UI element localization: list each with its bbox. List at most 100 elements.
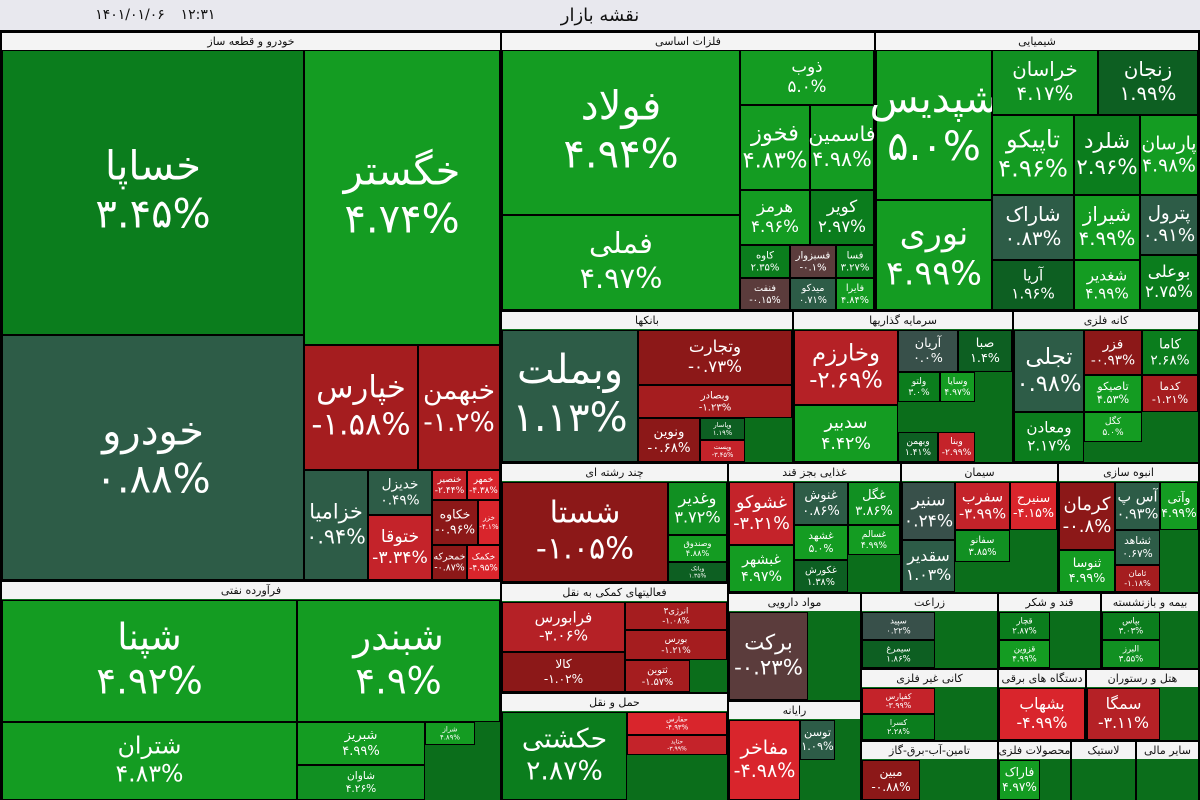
stock-tile[interactable] — [1074, 115, 1140, 195]
stock-tile[interactable] — [502, 330, 638, 462]
stock-tile[interactable] — [467, 470, 500, 500]
stock-tile[interactable] — [1142, 330, 1198, 375]
stock-tile[interactable] — [794, 482, 848, 525]
stock-tile[interactable] — [625, 630, 727, 660]
stock-tile[interactable] — [955, 530, 1010, 562]
stock-tile[interactable] — [1059, 550, 1115, 592]
stock-tile[interactable] — [368, 470, 432, 515]
stock-tile[interactable] — [638, 330, 792, 385]
stock-tile[interactable] — [794, 525, 848, 560]
stock-tile[interactable] — [502, 712, 627, 800]
stock-tile[interactable] — [1084, 412, 1142, 442]
stock-tile[interactable] — [898, 432, 938, 462]
stock-tile[interactable] — [999, 688, 1085, 740]
stock-tile[interactable] — [297, 600, 500, 722]
stock-tile[interactable] — [836, 278, 874, 310]
stock-tile[interactable] — [700, 418, 745, 440]
stock-tile[interactable] — [432, 470, 467, 500]
stock-tile[interactable] — [2, 722, 297, 800]
stock-tile[interactable] — [668, 535, 727, 562]
stock-tile[interactable] — [848, 482, 900, 525]
stock-tile[interactable] — [1074, 260, 1140, 310]
stock-tile[interactable] — [992, 260, 1074, 310]
stock-tile[interactable] — [790, 245, 836, 278]
stock-tile[interactable] — [862, 640, 935, 668]
stock-tile[interactable] — [1115, 482, 1160, 530]
stock-tile[interactable] — [800, 720, 835, 760]
stock-tile[interactable] — [810, 190, 874, 245]
stock-tile[interactable] — [1102, 612, 1160, 640]
stock-tile[interactable] — [729, 545, 794, 592]
stock-tile[interactable] — [740, 190, 810, 245]
stock-tile[interactable] — [848, 525, 900, 555]
stock-tile[interactable] — [740, 245, 790, 278]
stock-tile[interactable] — [1014, 412, 1084, 462]
stock-tile[interactable] — [627, 735, 727, 755]
stock-tile[interactable] — [2, 600, 297, 722]
stock-tile[interactable] — [668, 482, 727, 535]
stock-tile[interactable] — [862, 760, 920, 800]
stock-tile[interactable] — [502, 602, 625, 652]
stock-tile[interactable] — [1074, 195, 1140, 260]
stock-tile[interactable] — [432, 500, 478, 545]
stock-tile[interactable] — [668, 562, 727, 582]
stock-tile[interactable] — [304, 345, 418, 470]
stock-tile[interactable] — [1084, 375, 1142, 412]
stock-tile[interactable] — [810, 105, 874, 190]
stock-tile[interactable] — [700, 440, 745, 462]
stock-tile[interactable] — [1140, 115, 1198, 195]
stock-tile[interactable] — [955, 482, 1010, 530]
stock-tile[interactable] — [627, 712, 727, 735]
stock-tile[interactable] — [1140, 255, 1198, 310]
stock-tile[interactable] — [999, 640, 1050, 668]
stock-tile[interactable] — [1098, 50, 1198, 115]
stock-tile[interactable] — [467, 545, 500, 580]
stock-tile[interactable] — [902, 482, 955, 540]
stock-tile[interactable] — [418, 345, 500, 470]
stock-tile[interactable] — [999, 612, 1050, 640]
stock-tile[interactable] — [1014, 330, 1084, 412]
stock-tile[interactable] — [1059, 482, 1115, 550]
stock-tile[interactable] — [938, 432, 975, 462]
stock-tile[interactable] — [625, 602, 727, 630]
stock-tile[interactable] — [1084, 330, 1142, 375]
stock-tile[interactable] — [740, 278, 790, 310]
stock-tile[interactable] — [862, 714, 935, 740]
stock-tile[interactable] — [729, 612, 808, 700]
stock-tile[interactable] — [1010, 482, 1057, 530]
stock-tile[interactable] — [304, 470, 368, 580]
stock-tile[interactable] — [958, 330, 1012, 372]
stock-tile[interactable] — [729, 720, 800, 800]
stock-tile[interactable] — [1160, 482, 1198, 530]
stock-tile[interactable] — [729, 482, 794, 545]
stock-tile[interactable] — [1102, 640, 1160, 668]
stock-tile[interactable] — [794, 330, 898, 405]
stock-tile[interactable] — [478, 500, 500, 545]
stock-tile[interactable] — [502, 50, 740, 215]
stock-tile[interactable] — [432, 545, 467, 580]
stock-tile[interactable] — [1087, 688, 1160, 740]
stock-tile[interactable] — [1115, 565, 1160, 592]
stock-tile[interactable] — [898, 330, 958, 372]
stock-tile[interactable] — [502, 652, 625, 692]
stock-tile[interactable] — [902, 540, 955, 592]
stock-tile[interactable] — [625, 660, 690, 692]
stock-tile[interactable] — [368, 515, 432, 580]
stock-tile[interactable] — [836, 245, 874, 278]
stock-tile[interactable] — [862, 612, 935, 640]
stock-tile[interactable] — [638, 385, 792, 418]
stock-tile[interactable] — [2, 50, 304, 335]
stock-tile[interactable] — [794, 405, 898, 462]
stock-tile[interactable] — [1115, 530, 1160, 565]
stock-tile[interactable] — [1140, 195, 1198, 255]
stock-tile[interactable] — [2, 335, 304, 580]
stock-tile[interactable] — [876, 200, 992, 310]
stock-tile[interactable] — [1142, 375, 1198, 412]
stock-tile[interactable] — [876, 50, 992, 200]
stock-tile[interactable] — [740, 105, 810, 190]
stock-tile[interactable] — [862, 688, 935, 714]
stock-tile[interactable] — [304, 50, 500, 345]
stock-tile[interactable] — [638, 418, 700, 462]
stock-tile[interactable] — [940, 372, 975, 402]
stock-tile[interactable] — [992, 115, 1074, 195]
